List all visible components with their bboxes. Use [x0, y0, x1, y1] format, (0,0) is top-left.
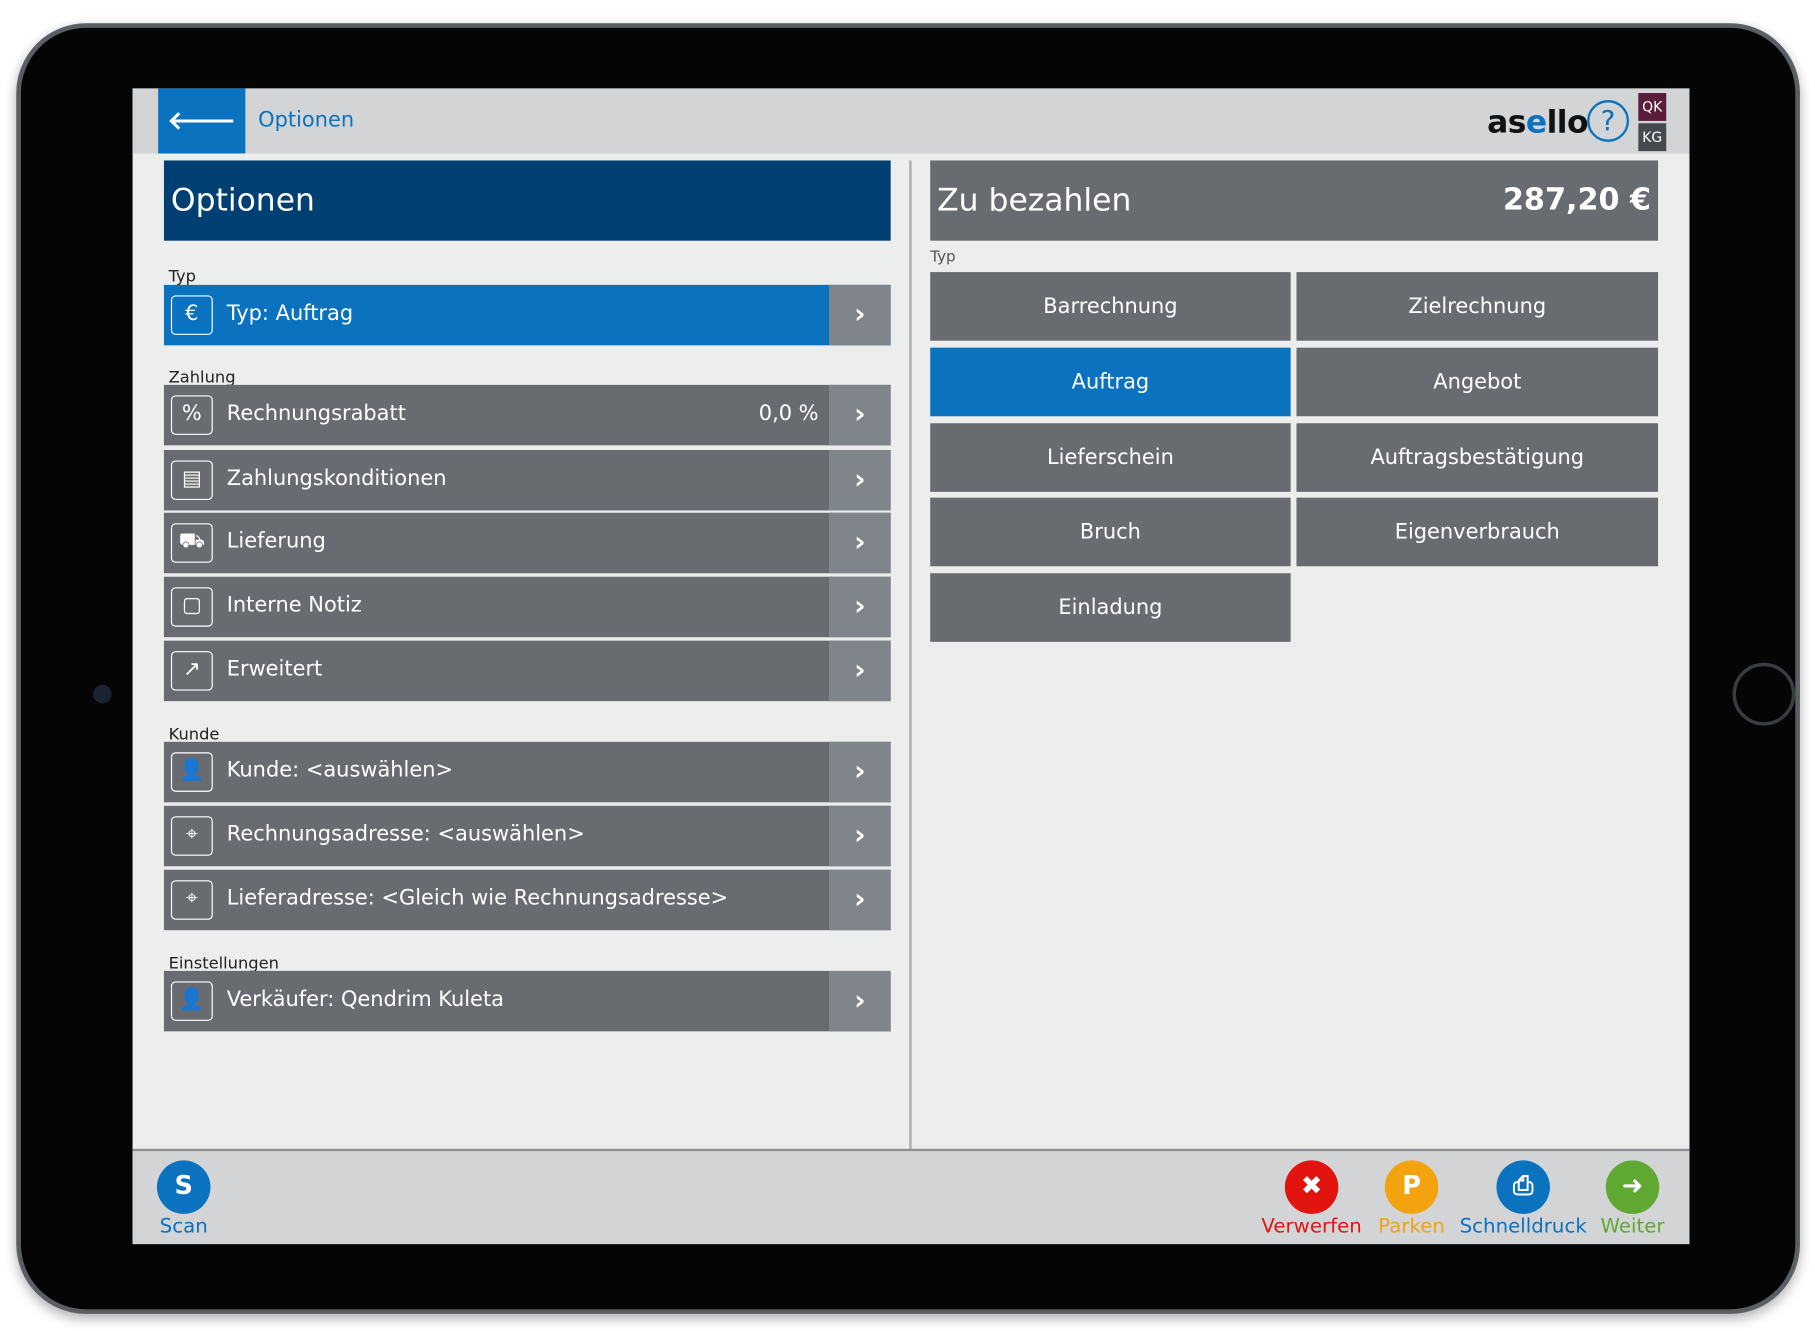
scan-label: Scan	[159, 1215, 208, 1239]
truck-icon: ⛟	[170, 523, 213, 563]
close-icon: ✖	[1284, 1160, 1339, 1214]
address-icon: ⌖	[170, 816, 213, 856]
chevron-right-icon[interactable]: ›	[829, 741, 891, 803]
option-row-zahlungskonditionen[interactable]: ▤ Zahlungskonditionen ›	[163, 449, 891, 511]
action-label: Verwerfen	[1261, 1215, 1362, 1239]
header: 🡐 Optionen asello ? QK KG	[132, 88, 1690, 154]
weiter-button[interactable]: ➜ Weiter	[1569, 1160, 1690, 1238]
option-row-lieferadresse[interactable]: ⌖ Lieferadresse: <Gleich wie Rechnungsad…	[163, 869, 891, 931]
row-label: Typ: Auftrag	[226, 301, 354, 326]
row-label: Zahlungskonditionen	[226, 466, 447, 491]
user-badge-qk[interactable]: QK	[1638, 93, 1667, 121]
user-badge-kg[interactable]: KG	[1638, 123, 1667, 152]
row-value: 0,0 %	[758, 401, 819, 426]
row-label: Lieferung	[226, 529, 326, 554]
arrow-circle-icon: ↗	[170, 651, 213, 691]
parken-button[interactable]: P Parken	[1348, 1160, 1476, 1238]
option-row-interne-notiz[interactable]: ▢ Interne Notiz ›	[163, 576, 891, 638]
verwerfen-button[interactable]: ✖ Verwerfen	[1248, 1160, 1376, 1238]
schnelldruck-button[interactable]: ⎙ Schnelldruck	[1459, 1160, 1587, 1238]
type-button-auftrag[interactable]: Auftrag	[930, 347, 1291, 417]
note-icon: ▢	[170, 587, 213, 627]
amount-value: 287,20 €	[1502, 182, 1652, 218]
chevron-right-icon[interactable]: ›	[829, 970, 891, 1032]
section-label: Einstellungen	[168, 954, 279, 974]
user-icon: 👤	[170, 752, 213, 792]
chevron-right-icon[interactable]: ›	[829, 576, 891, 638]
question-circle-icon[interactable]: ?	[1587, 99, 1630, 142]
scan-button[interactable]: S Scan	[133, 1160, 248, 1238]
type-button-zielrechnung[interactable]: Zielrechnung	[1296, 272, 1659, 341]
amount-header: Zu bezahlen 287,20 €	[930, 160, 1659, 241]
chevron-right-icon[interactable]: ›	[829, 805, 891, 867]
arrow-right-icon: ➜	[1605, 1160, 1660, 1214]
row-label: Rechnungsadresse: <auswählen>	[226, 822, 585, 847]
chevron-right-icon[interactable]: ›	[829, 512, 891, 574]
option-row-rechnungsrabatt[interactable]: % Rechnungsrabatt 0,0 % ›	[163, 384, 891, 446]
action-label: Weiter	[1600, 1215, 1665, 1239]
header-title: Optionen	[258, 108, 355, 133]
type-button-barrechnung[interactable]: Barrechnung	[930, 272, 1291, 341]
section-label: Kunde	[168, 725, 220, 745]
row-label: Lieferadresse: <Gleich wie Rechnungsadre…	[226, 886, 729, 911]
action-label: Schnelldruck	[1459, 1215, 1587, 1239]
options-title: Optionen	[163, 160, 891, 241]
type-button-einladung[interactable]: Einladung	[930, 573, 1291, 642]
option-row-typ[interactable]: € Typ: Auftrag ›	[163, 284, 891, 346]
option-row-verk-ufer[interactable]: 👤 Verkäufer: Qendrim Kuleta ›	[163, 970, 891, 1032]
section-label: Zahlung	[168, 368, 236, 388]
row-label: Kunde: <auswählen>	[226, 758, 454, 783]
type-button-eigenverbrauch[interactable]: Eigenverbrauch	[1296, 497, 1659, 567]
percent-icon: %	[170, 395, 213, 435]
print-icon: ⎙	[1496, 1160, 1550, 1214]
asello-logo: asello	[1487, 104, 1588, 141]
chevron-right-icon[interactable]: ›	[829, 449, 891, 511]
seller-icon: 👤	[170, 981, 213, 1021]
wallet-icon: ▤	[170, 460, 213, 500]
row-label: Interne Notiz	[226, 593, 362, 618]
row-label: Rechnungsrabatt	[226, 401, 406, 426]
scan-icon: S	[156, 1160, 211, 1214]
chevron-right-icon[interactable]: ›	[829, 284, 891, 346]
type-button-auftragsbest-tigung[interactable]: Auftragsbestätigung	[1296, 423, 1659, 492]
section-label: Typ	[168, 267, 196, 287]
chevron-right-icon[interactable]: ›	[829, 869, 891, 931]
footer: S Scan ✖ Verwerfen P Parken ⎙ Schnelldruck ➜ We…	[132, 1148, 1690, 1245]
action-label: Parken	[1378, 1215, 1445, 1239]
option-row-lieferung[interactable]: ⛟ Lieferung ›	[163, 512, 891, 574]
back-button[interactable]: 🡐	[158, 88, 246, 154]
app-screen: 🡐 Optionen asello ? QK KG Optionen Typ € …	[132, 88, 1690, 1245]
panel-divider	[909, 160, 912, 1149]
camera	[93, 684, 112, 704]
chevron-right-icon[interactable]: ›	[829, 640, 891, 702]
home-button[interactable]	[1732, 662, 1796, 726]
chevron-right-icon[interactable]: ›	[829, 384, 891, 446]
address-icon: ⌖	[170, 880, 213, 920]
option-row-kunde[interactable]: 👤 Kunde: <auswählen> ›	[163, 741, 891, 803]
type-button-angebot[interactable]: Angebot	[1296, 347, 1659, 417]
option-row-erweitert[interactable]: ↗ Erweitert ›	[163, 640, 891, 702]
option-row-rechnungsadresse[interactable]: ⌖ Rechnungsadresse: <auswählen> ›	[163, 805, 891, 867]
row-label: Erweitert	[226, 656, 323, 682]
arrow-left-icon: 🡐	[167, 106, 237, 137]
type-button-bruch[interactable]: Bruch	[930, 497, 1291, 567]
row-label: Verkäufer: Qendrim Kuleta	[226, 987, 504, 1012]
invoice-euro-icon: €	[170, 295, 213, 335]
type-label: Typ	[930, 248, 956, 267]
amount-title: Zu bezahlen	[937, 182, 1132, 219]
park-icon: P	[1384, 1160, 1439, 1214]
type-button-lieferschein[interactable]: Lieferschein	[930, 423, 1291, 492]
